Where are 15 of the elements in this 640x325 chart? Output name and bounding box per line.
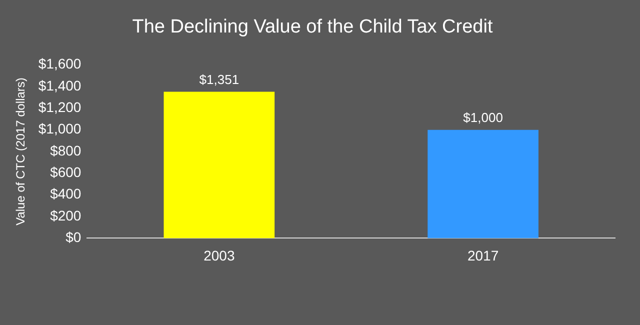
- chart-title: The Declining Value of the Child Tax Credit: [132, 16, 494, 38]
- y-axis-title: Value of CTC (2017 dollars): [14, 78, 28, 226]
- y-tick-label: $1,600: [38, 56, 82, 72]
- y-tick-label: $1,000: [38, 120, 82, 137]
- y-tick-label: $1,400: [38, 77, 82, 94]
- y-tick-label: $600: [50, 164, 82, 180]
- y-tick-label: $1,200: [38, 99, 82, 116]
- data-label: $1,351: [199, 72, 240, 87]
- y-tick-label: $200: [50, 207, 82, 224]
- y-tick-label: $0: [66, 229, 82, 246]
- y-tick-label: $400: [50, 186, 82, 202]
- y-tick-label: $800: [50, 142, 82, 158]
- x-tick-label: 2003: [204, 247, 235, 264]
- x-tick-label: 2017: [467, 247, 499, 264]
- data-label: $1,000: [463, 110, 503, 125]
